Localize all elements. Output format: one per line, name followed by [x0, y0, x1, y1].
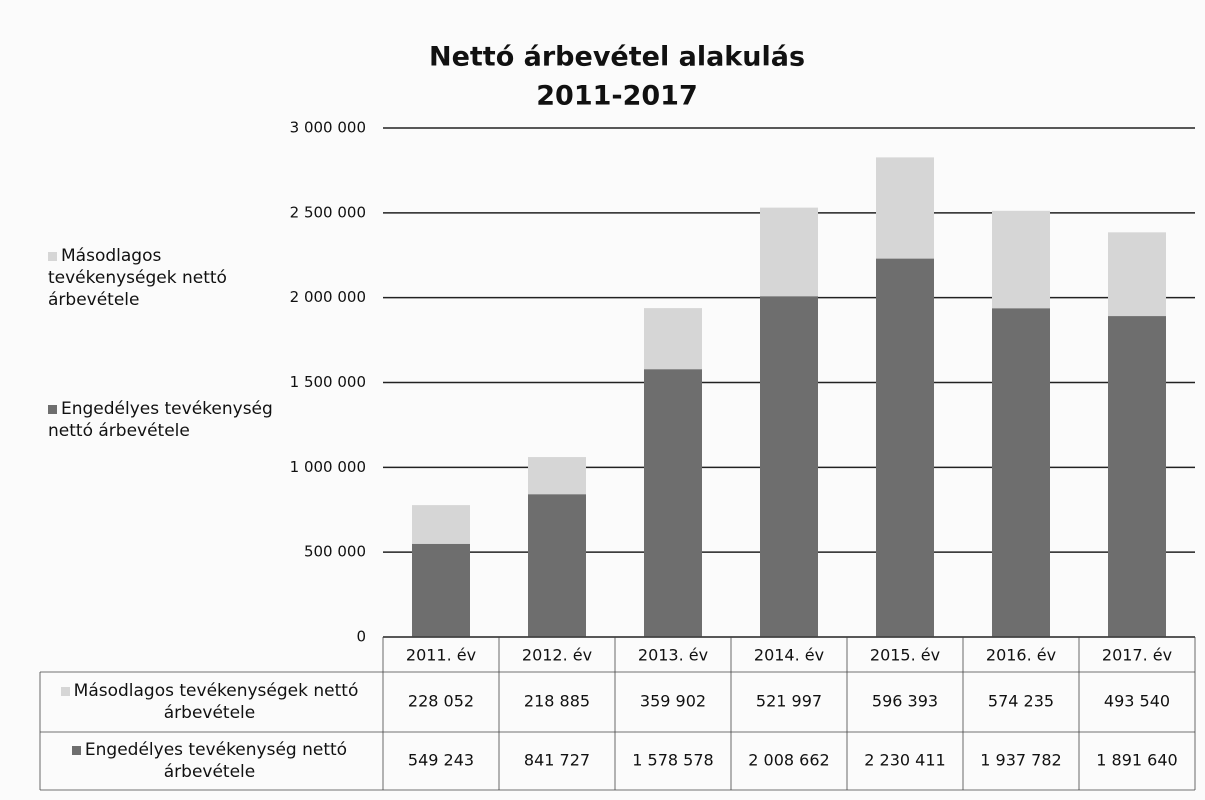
table-value: 359 902	[640, 692, 706, 711]
x-tick-label: 2015. év	[870, 646, 940, 665]
table-value: 1 578 578	[632, 751, 713, 770]
table-value: 2 008 662	[748, 751, 829, 770]
legend-swatch	[60, 687, 70, 696]
y-tick-label: 3 000 000	[290, 119, 366, 137]
y-tick-label: 1 000 000	[290, 458, 366, 476]
bar-segment	[876, 258, 934, 637]
table-value: 574 235	[988, 692, 1054, 711]
bar-segment	[992, 210, 1050, 309]
y-tick-label: 500 000	[304, 543, 366, 561]
table-value: 1 891 640	[1096, 751, 1177, 770]
chart-title: 2011-2017	[536, 81, 698, 112]
chart-title: Nettó árbevétel alakulás	[429, 42, 805, 73]
bar-segment	[412, 543, 470, 637]
table-value: 228 052	[408, 692, 474, 711]
bar-segment	[992, 308, 1050, 637]
x-tick-label: 2012. év	[522, 646, 592, 665]
bar-segment	[412, 505, 470, 544]
bar-segment	[528, 457, 586, 495]
table-value: 841 727	[524, 751, 590, 770]
table-value: 549 243	[408, 751, 474, 770]
y-tick-label: 2 500 000	[290, 203, 366, 221]
bar-segment	[1108, 232, 1166, 317]
label-text: Engedélyes tevékenység nettó árbevétele	[84, 740, 348, 782]
legend-swatch	[48, 405, 57, 414]
label-text: Engedélyes tevékenység nettó árbevétele	[48, 399, 273, 441]
y-tick-label: 2 000 000	[290, 288, 366, 306]
bar-segment	[760, 296, 818, 637]
label-text: Másodlagos tevékenységek nettó árbevétel…	[48, 246, 227, 310]
legend-swatch	[71, 746, 81, 755]
table-value: 218 885	[524, 692, 590, 711]
y-tick-label: 1 500 000	[290, 373, 366, 391]
table-value: 521 997	[756, 692, 822, 711]
x-tick-label: 2016. év	[986, 646, 1056, 665]
table-row-header: Engedélyes tevékenység nettó árbevétele	[44, 739, 375, 783]
y-tick-label: 0	[356, 628, 366, 646]
table-row-header: Másodlagos tevékenységek nettó árbevétel…	[44, 680, 375, 724]
bar-segment	[528, 494, 586, 637]
legend-swatch	[48, 252, 57, 261]
bar-segment	[876, 157, 934, 259]
x-tick-label: 2014. év	[754, 646, 824, 665]
x-tick-label: 2011. év	[406, 646, 476, 665]
bar-segment	[644, 308, 702, 370]
label-text: Másodlagos tevékenységek nettó árbevétel…	[73, 681, 359, 723]
legend-entry: Engedélyes tevékenység nettó árbevétele	[48, 398, 278, 442]
legend-entry: Másodlagos tevékenységek nettó árbevétel…	[48, 245, 278, 311]
bar-segment	[760, 207, 818, 297]
x-tick-label: 2013. év	[638, 646, 708, 665]
table-value: 596 393	[872, 692, 938, 711]
table-value: 493 540	[1104, 692, 1170, 711]
bar-segment	[1108, 316, 1166, 637]
bar-segment	[644, 369, 702, 637]
x-tick-label: 2017. év	[1102, 646, 1172, 665]
table-value: 2 230 411	[864, 751, 945, 770]
table-value: 1 937 782	[980, 751, 1061, 770]
